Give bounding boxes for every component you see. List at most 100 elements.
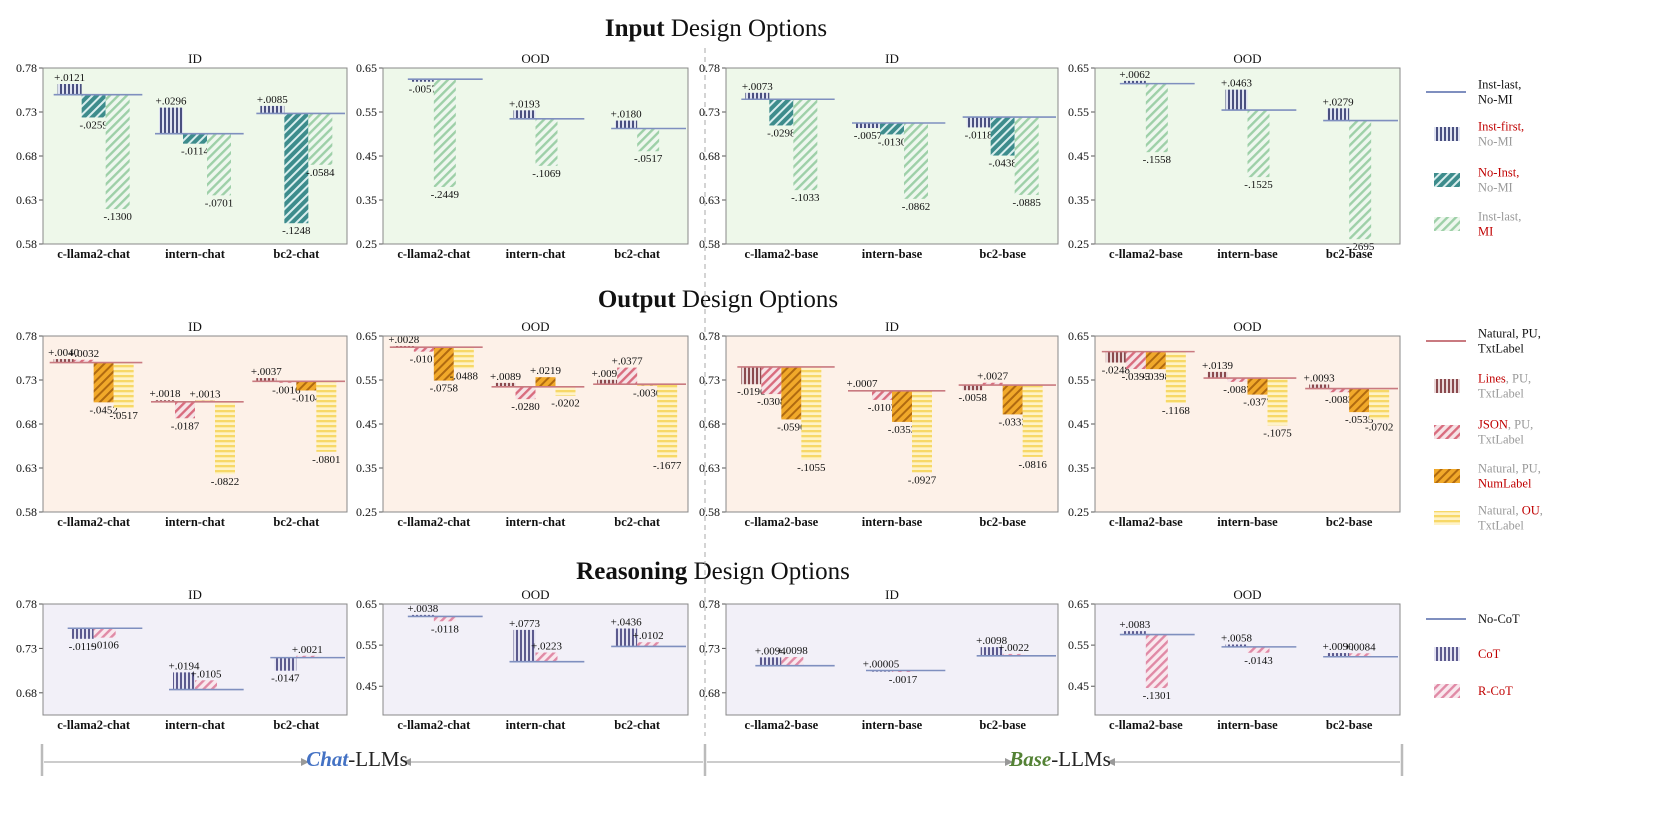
data-label: -.0816 bbox=[1018, 459, 1047, 471]
bar bbox=[1145, 351, 1166, 370]
data-label: +.0094 bbox=[755, 645, 786, 657]
legend-item: Inst-first,No-MI bbox=[1434, 120, 1524, 149]
panel-11: OOD 0.45 0.55 0.65 +.0083 -.1301 c-llama2-base… bbox=[1068, 587, 1401, 732]
bar bbox=[1349, 653, 1372, 657]
bar bbox=[1165, 351, 1186, 404]
category-label: c-llama2-chat bbox=[57, 247, 131, 261]
legend-label: Natural, PU, bbox=[1478, 462, 1541, 476]
category-label: bc2-chat bbox=[273, 718, 320, 732]
bar bbox=[741, 366, 762, 385]
data-label: -.0114 bbox=[181, 146, 210, 158]
panel-9: OOD 0.45 0.55 0.65 +.0038 -.0118 c-llama2-chat… bbox=[356, 587, 689, 732]
legend-label: Lines, PU, bbox=[1478, 372, 1531, 386]
data-label: +.00005 bbox=[863, 658, 900, 670]
y-tick-label: 0.35 bbox=[1068, 461, 1089, 475]
data-label: -.0248 bbox=[1102, 365, 1131, 377]
plot-frame bbox=[1094, 603, 1401, 716]
data-label: +.0028 bbox=[388, 334, 419, 346]
category-label: bc2-chat bbox=[273, 515, 320, 529]
bar bbox=[637, 128, 660, 152]
data-label: +.0102 bbox=[633, 630, 664, 642]
bar bbox=[173, 672, 195, 690]
data-label: +.0099 bbox=[592, 368, 623, 380]
y-tick-label: 0.65 bbox=[1068, 61, 1089, 75]
bar bbox=[980, 647, 1003, 656]
legend-label: MI bbox=[1478, 225, 1493, 239]
section-title-reasoning: Reasoning Design Options bbox=[576, 558, 850, 585]
legend-bar-swatch bbox=[1434, 511, 1460, 525]
panel-title: OOD bbox=[1233, 319, 1261, 334]
data-label: -.0333 bbox=[998, 416, 1027, 428]
base-llms-label: Base-LLMs bbox=[1008, 747, 1111, 771]
data-label: +.0139 bbox=[1202, 360, 1233, 372]
category-label: bc2-base bbox=[1326, 515, 1373, 529]
bar bbox=[904, 123, 928, 199]
bar bbox=[105, 94, 130, 210]
data-label: -.1558 bbox=[1143, 154, 1172, 166]
y-tick-label: 0.45 bbox=[356, 679, 377, 693]
y-tick-label: 0.58 bbox=[699, 505, 720, 519]
bar bbox=[308, 113, 333, 165]
data-label: -.0101 bbox=[410, 354, 438, 366]
data-label: -.0187 bbox=[171, 420, 200, 432]
category-label: c-llama2-chat bbox=[397, 247, 471, 261]
panel-title: ID bbox=[188, 319, 202, 334]
y-tick-label: 0.45 bbox=[1068, 679, 1089, 693]
chat-llms-label: Chat-LLMs bbox=[306, 747, 408, 771]
bar bbox=[1267, 378, 1288, 426]
y-tick-label: 0.65 bbox=[356, 597, 377, 611]
bar bbox=[81, 94, 106, 118]
y-tick-label: 0.78 bbox=[699, 61, 720, 75]
category-label: intern-chat bbox=[165, 515, 226, 529]
y-tick-label: 0.78 bbox=[699, 329, 720, 343]
bar bbox=[1349, 388, 1370, 413]
y-tick-label: 0.25 bbox=[1068, 237, 1089, 251]
legend-label: Inst-last, bbox=[1478, 78, 1521, 92]
data-label: -.1055 bbox=[797, 462, 826, 474]
y-tick-label: 0.73 bbox=[699, 105, 720, 119]
bar bbox=[1369, 388, 1390, 420]
legend-label: No-CoT bbox=[1478, 612, 1520, 626]
bar bbox=[284, 113, 309, 224]
panel-2: ID 0.58 0.63 0.68 0.73 0.78 +.0073 -.0298 -.1033… bbox=[699, 51, 1059, 261]
legend-label: Natural, PU, bbox=[1478, 327, 1541, 341]
bar bbox=[769, 99, 794, 126]
category-label: intern-base bbox=[862, 718, 923, 732]
bar bbox=[515, 386, 536, 400]
category-label: c-llama2-base bbox=[1109, 718, 1183, 732]
plot-background bbox=[726, 336, 1058, 512]
plot-frame bbox=[42, 335, 348, 513]
bar bbox=[1014, 117, 1039, 195]
data-label: +.0083 bbox=[1119, 619, 1150, 631]
legend-label: R-CoT bbox=[1478, 684, 1513, 698]
data-label: -.0147 bbox=[271, 673, 300, 685]
bar bbox=[856, 123, 880, 129]
legend-item: Lines, PU,TxtLabel bbox=[1434, 372, 1531, 401]
bar bbox=[555, 386, 576, 396]
bar bbox=[513, 629, 536, 662]
data-label: +.0098 bbox=[976, 635, 1007, 647]
data-label: -.0452 bbox=[89, 404, 117, 416]
legend-bar-swatch bbox=[1434, 425, 1460, 439]
data-label: +.0027 bbox=[977, 371, 1008, 383]
legends: Inst-last,No-MIInst-first,No-MINo-Inst,N… bbox=[1426, 78, 1543, 698]
category-label: intern-chat bbox=[506, 515, 567, 529]
category-label: bc2-base bbox=[979, 515, 1026, 529]
category-label: c-llama2-base bbox=[745, 247, 819, 261]
legend-bar-swatch bbox=[1434, 379, 1460, 393]
legend-bar-swatch bbox=[1434, 173, 1460, 187]
panel-6: ID 0.58 0.63 0.68 0.73 0.78 -.0196-.0308 -.0596… bbox=[699, 319, 1059, 529]
bar bbox=[1123, 631, 1146, 635]
y-tick-label: 0.68 bbox=[16, 417, 37, 431]
y-tick-label: 0.63 bbox=[16, 461, 37, 475]
bar bbox=[1225, 89, 1248, 111]
bar bbox=[195, 680, 217, 690]
category-label: c-llama2-chat bbox=[397, 515, 471, 529]
data-label: -.0488 bbox=[450, 371, 479, 383]
bar bbox=[207, 133, 231, 196]
data-label: +.0062 bbox=[1119, 69, 1150, 81]
panel-title: ID bbox=[885, 587, 899, 602]
panel-10: ID0.680.730.78+.0094+.0098c-llama2-base+… bbox=[699, 587, 1059, 732]
legend-label: Inst-last, bbox=[1478, 210, 1521, 224]
